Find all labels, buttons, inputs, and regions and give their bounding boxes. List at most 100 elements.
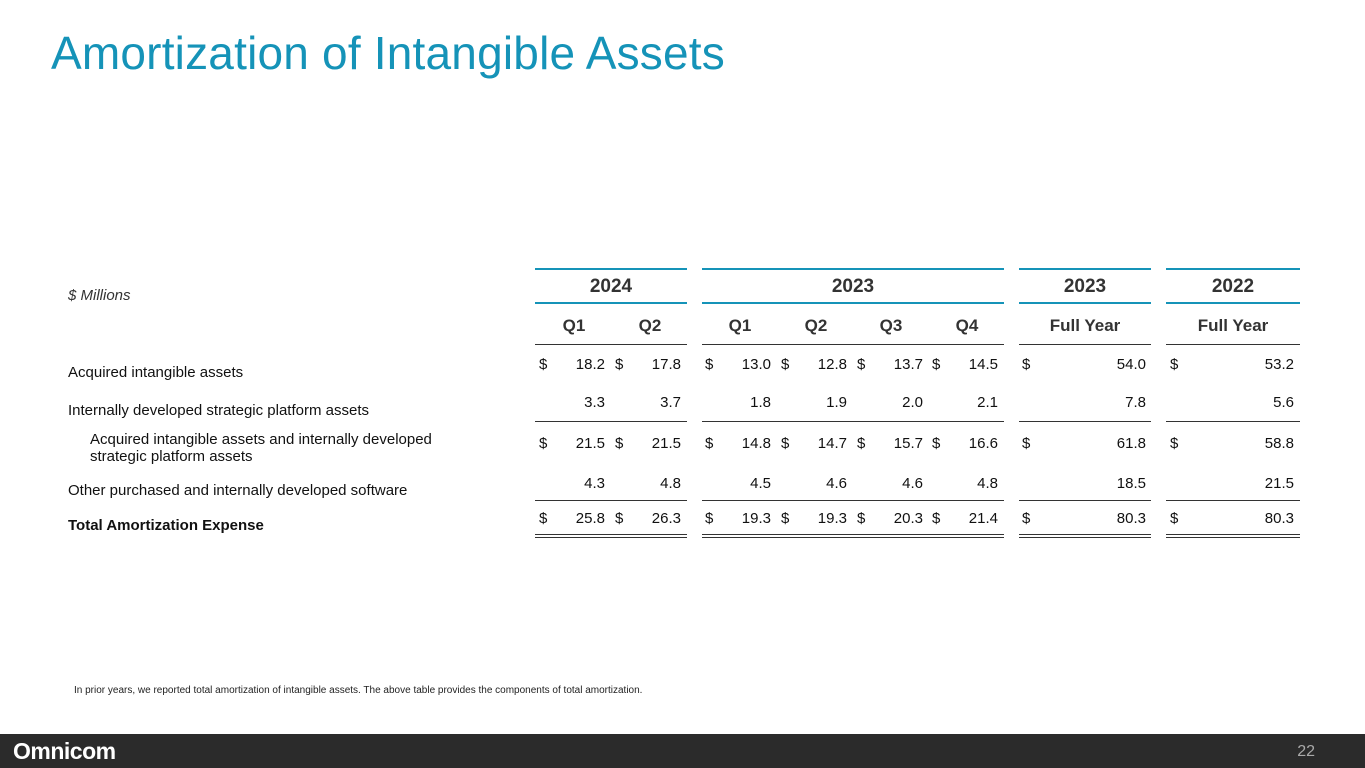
cell-value: 3.3 [584,394,605,411]
header-rule [535,344,687,345]
cell-value: 4.3 [584,475,605,492]
row-label-internal-platform: Internally developed strategic platform … [68,402,369,419]
currency-symbol: $ [1170,510,1179,527]
total-rule [1166,500,1300,501]
currency-symbol: $ [781,435,790,452]
cell-value: 7.8 [1125,394,1146,411]
currency-symbol: $ [615,356,624,373]
currency-symbol: $ [705,356,714,373]
total-rule [702,500,1004,501]
currency-symbol: $ [932,356,941,373]
cell-value: 25.8 [575,510,605,527]
col-2023-full-year: Full Year [1049,316,1121,335]
currency-symbol: $ [781,510,790,527]
footnote: In prior years, we reported total amorti… [74,685,643,696]
currency-symbol: $ [857,356,866,373]
cell-value: 19.3 [741,510,771,527]
row-label-other-software: Other purchased and internally developed… [68,482,408,499]
cell-value: 4.8 [977,475,998,492]
cell-value: 53.2 [1264,356,1294,373]
footer-bar: Omnicom 22 [0,734,1365,768]
page-number: 22 [1297,743,1315,760]
omnicom-logo: Omnicom [13,738,116,764]
double-rule [1166,534,1300,538]
group-header-2024: 2024 [535,268,687,304]
currency-symbol: $ [932,510,941,527]
cell-value: 80.3 [1116,510,1146,527]
cell-value: 20.3 [893,510,923,527]
cell-value: 18.2 [575,356,605,373]
currency-symbol: $ [705,435,714,452]
units-label: $ Millions [68,287,131,304]
currency-symbol: $ [857,435,866,452]
cell-value: 4.5 [750,475,771,492]
group-header-2023-full: 2023 [1019,268,1151,304]
currency-symbol: $ [857,510,866,527]
cell-value: 16.6 [968,435,998,452]
cell-value: 4.8 [660,475,681,492]
cell-value: 19.3 [817,510,847,527]
cell-value: 26.3 [651,510,681,527]
cell-value: 1.8 [750,394,771,411]
cell-value: 2.1 [977,394,998,411]
cell-value: 13.7 [893,356,923,373]
currency-symbol: $ [539,356,548,373]
cell-value: 21.5 [651,435,681,452]
currency-symbol: $ [932,435,941,452]
col-2022-full-year: Full Year [1197,316,1269,335]
subtotal-rule [535,421,687,422]
cell-value: 5.6 [1273,394,1294,411]
currency-symbol: $ [1170,356,1179,373]
currency-symbol: $ [539,435,548,452]
cell-value: 2.0 [902,394,923,411]
header-rule [1166,344,1300,345]
cell-value: 14.8 [741,435,771,452]
header-rule [702,344,1004,345]
currency-symbol: $ [1022,435,1031,452]
currency-symbol: $ [615,435,624,452]
row-label-total: Total Amortization Expense [68,517,264,534]
currency-symbol: $ [1022,356,1031,373]
cell-value: 21.4 [968,510,998,527]
cell-value: 54.0 [1116,356,1146,373]
total-rule [535,500,687,501]
double-rule [702,534,1004,538]
cell-value: 58.8 [1264,435,1294,452]
currency-symbol: $ [1170,435,1179,452]
double-rule [535,534,687,538]
cell-value: 1.9 [826,394,847,411]
cell-value: 3.7 [660,394,681,411]
cell-value: 14.5 [968,356,998,373]
cell-value: 80.3 [1264,510,1294,527]
subtotal-rule [1019,421,1151,422]
col-2023-q1: Q1 [728,316,752,335]
cell-value: 21.5 [575,435,605,452]
group-header-2022-full: 2022 [1166,268,1300,304]
page-title: Amortization of Intangible Assets [51,27,725,79]
col-2024-q1: Q1 [562,316,586,335]
row-label-subtotal-line1: Acquired intangible assets and internall… [90,431,432,448]
subtotal-rule [702,421,1004,422]
cell-value: 13.0 [741,356,771,373]
currency-symbol: $ [1022,510,1031,527]
col-2024-q2: Q2 [638,316,662,335]
currency-symbol: $ [539,510,548,527]
cell-value: 14.7 [817,435,847,452]
double-rule [1019,534,1151,538]
cell-value: 4.6 [902,475,923,492]
col-2023-q3: Q3 [879,316,903,335]
group-header-2023-quarters: 2023 [702,268,1004,304]
cell-value: 15.7 [893,435,923,452]
cell-value: 4.6 [826,475,847,492]
currency-symbol: $ [781,356,790,373]
cell-value: 21.5 [1264,475,1294,492]
cell-value: 12.8 [817,356,847,373]
col-2023-q2: Q2 [804,316,828,335]
currency-symbol: $ [705,510,714,527]
cell-value: 61.8 [1116,435,1146,452]
col-2023-q4: Q4 [955,316,979,335]
header-rule [1019,344,1151,345]
cell-value: 18.5 [1116,475,1146,492]
total-rule [1019,500,1151,501]
currency-symbol: $ [615,510,624,527]
